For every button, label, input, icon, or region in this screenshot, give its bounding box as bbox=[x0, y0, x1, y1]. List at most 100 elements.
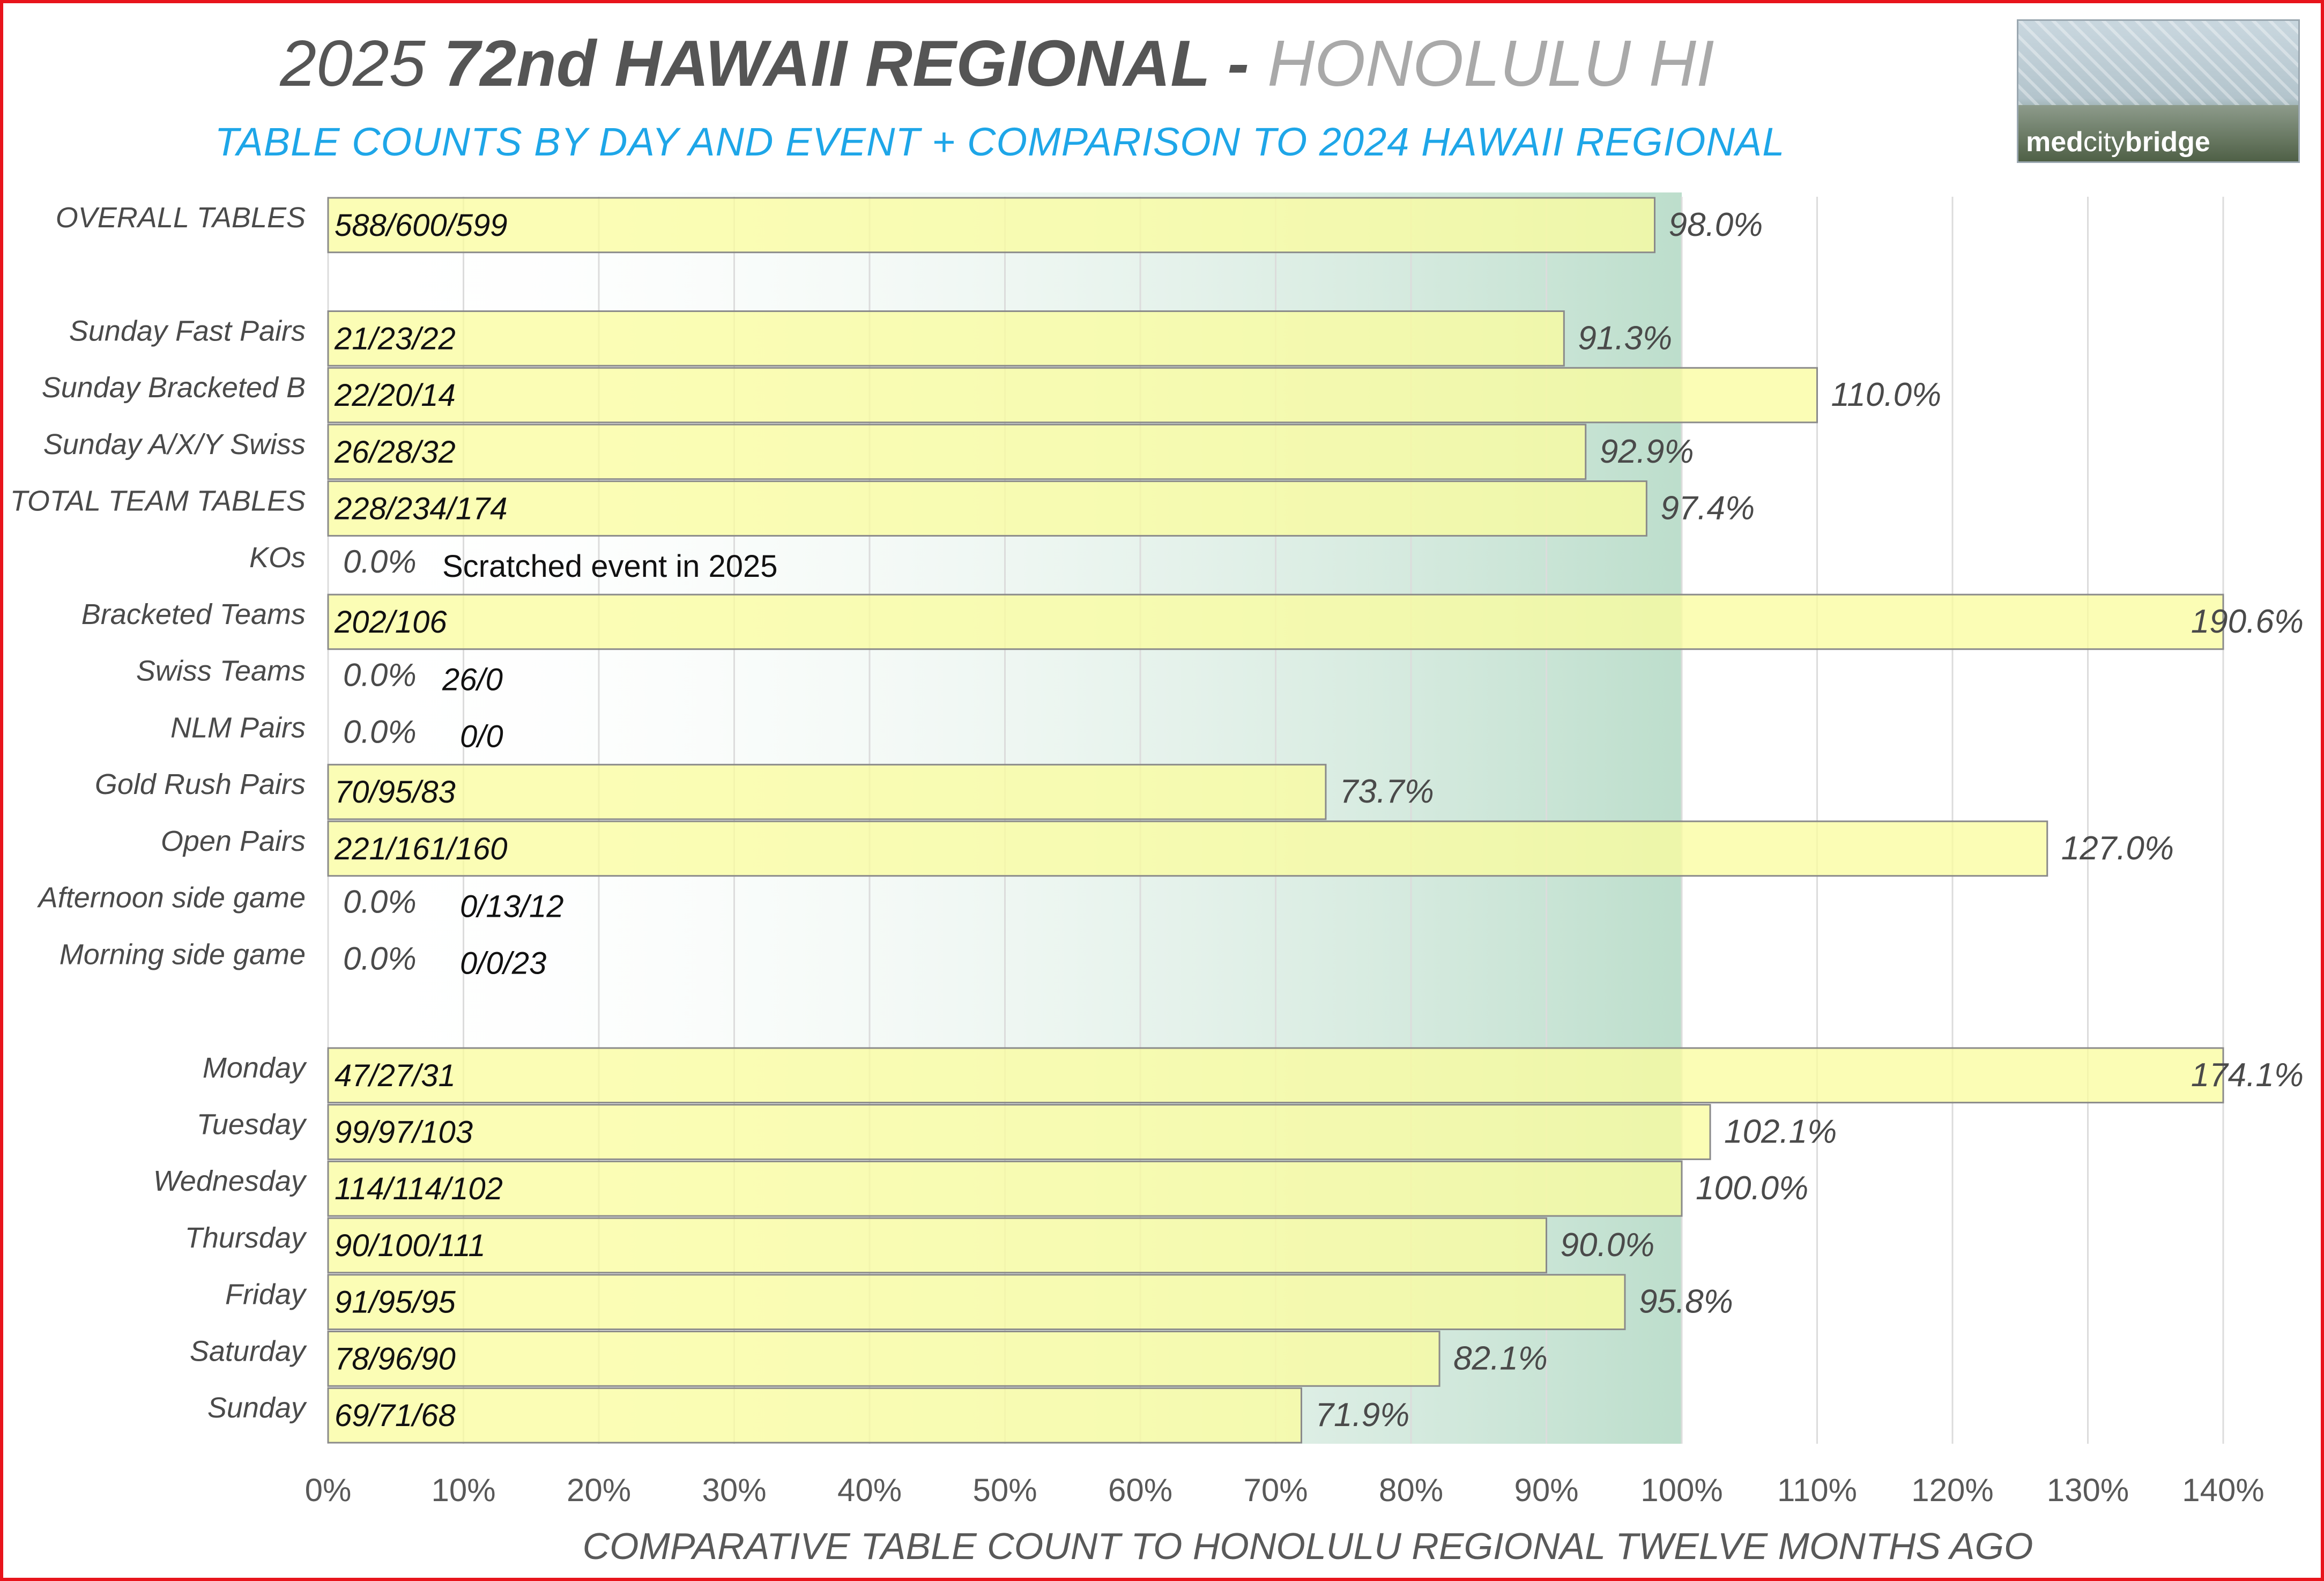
category-label: Open Pairs bbox=[161, 825, 306, 857]
x-tick-labels: 0% 10% 20% 30% 40% 50% 60% 70% 80% 90% 100% 110% 120… bbox=[305, 1472, 2264, 1508]
bar-percent-label: 0.0% bbox=[343, 657, 417, 693]
x-tick-label: 50% bbox=[972, 1472, 1037, 1508]
x-axis-label: COMPARATIVE TABLE COUNT TO HONOLULU REGI… bbox=[583, 1525, 2033, 1567]
bar bbox=[327, 310, 1565, 367]
x-tick-label: 100% bbox=[1640, 1472, 1722, 1508]
bar-count-label: 21/23/22 bbox=[334, 321, 456, 356]
bar-count-label: 202/106 bbox=[334, 605, 447, 640]
chart-title: 2025 72nd HAWAII REGIONAL - HONOLULU HI bbox=[0, 26, 1994, 101]
category-label: OVERALL TABLES bbox=[56, 202, 306, 234]
x-tick-label: 110% bbox=[1777, 1472, 1857, 1508]
medcitybridge-logo: medcitybridge bbox=[2017, 19, 2300, 163]
x-tick-label: 10% bbox=[431, 1472, 495, 1508]
bar-percent-label: 98.0% bbox=[1669, 206, 1763, 243]
bar-count-label: 114/114/102 bbox=[335, 1171, 503, 1206]
logo-text-bridge: bridge bbox=[2125, 127, 2210, 158]
category-label: Friday bbox=[225, 1279, 307, 1311]
bar bbox=[327, 1387, 1302, 1444]
bar-count-label: 26/0 bbox=[442, 663, 503, 697]
bar-count-label: 0/0/23 bbox=[460, 946, 546, 981]
category-label: Swiss Teams bbox=[136, 655, 306, 687]
bar-percent-label: 190.6% bbox=[2191, 603, 2304, 640]
bar-percent-label: 95.8% bbox=[1639, 1283, 1733, 1320]
bar-percent-label: 91.3% bbox=[1578, 320, 1672, 357]
category-label: TOTAL TEAM TABLES bbox=[10, 485, 306, 517]
bar bbox=[327, 1160, 1683, 1217]
bar-count-label: 588/600/599 bbox=[335, 208, 508, 243]
bar bbox=[327, 1274, 1626, 1331]
bar-percent-label: 174.1% bbox=[2191, 1057, 2304, 1094]
category-label: Sunday A/X/Y Swiss bbox=[43, 428, 306, 461]
category-label: Wednesday bbox=[153, 1165, 307, 1197]
bar-count-label: 0/13/12 bbox=[460, 889, 564, 924]
bar-count-label: 0/0 bbox=[460, 719, 503, 754]
logo-wordmark: medcitybridge bbox=[2026, 126, 2210, 158]
bar-count-label: 78/96/90 bbox=[335, 1341, 456, 1376]
bar-percent-label: 82.1% bbox=[1453, 1340, 1548, 1377]
x-tick-label: 0% bbox=[305, 1472, 352, 1508]
bar-percent-label: 100.0% bbox=[1696, 1170, 1808, 1207]
bar-percent-label: 0.0% bbox=[343, 884, 417, 920]
bar-count-label: 99/97/103 bbox=[335, 1115, 473, 1150]
bar-count-label: 70/95/83 bbox=[335, 775, 456, 810]
bar-percent-label: 127.0% bbox=[2061, 830, 2174, 867]
category-label: Tuesday bbox=[197, 1109, 307, 1141]
bar bbox=[327, 1104, 1711, 1160]
bar-percent-label: 90.0% bbox=[1561, 1227, 1655, 1264]
title-year: 2025 bbox=[280, 27, 426, 100]
bar bbox=[327, 1047, 2224, 1104]
bar-count-label: 91/95/95 bbox=[335, 1285, 456, 1320]
chart-subtitle: TABLE COUNTS BY DAY AND EVENT + COMPARIS… bbox=[214, 120, 1785, 164]
bar bbox=[327, 367, 1818, 424]
bar-percent-label: 97.4% bbox=[1660, 490, 1755, 527]
x-tick-label: 40% bbox=[837, 1472, 902, 1508]
x-tick-label: 30% bbox=[702, 1472, 766, 1508]
bar-count-label: 26/28/32 bbox=[334, 435, 456, 470]
bar bbox=[327, 820, 2048, 877]
bar-percent-label: 0.0% bbox=[343, 940, 417, 976]
category-label: Afternoon side game bbox=[37, 882, 306, 914]
x-tick-label: 20% bbox=[567, 1472, 631, 1508]
bar-percent-label: 0.0% bbox=[343, 714, 417, 749]
bar bbox=[327, 1331, 1441, 1387]
bar-percent-label: 73.7% bbox=[1340, 773, 1434, 810]
logo-text-med: med bbox=[2026, 127, 2083, 158]
bar-percent-label: 71.9% bbox=[1315, 1397, 1409, 1434]
category-label: Saturday bbox=[190, 1335, 307, 1367]
category-labels: OVERALL TABLES Sunday Fast Pairs Sunday Br… bbox=[10, 202, 307, 1424]
x-tick-label: 80% bbox=[1379, 1472, 1443, 1508]
category-label: Bracketed Teams bbox=[81, 598, 306, 630]
bar bbox=[327, 197, 1655, 254]
category-label: KOs bbox=[249, 541, 306, 574]
x-tick-label: 140% bbox=[2182, 1472, 2264, 1508]
category-label: Sunday Fast Pairs bbox=[69, 315, 306, 347]
bar-percent-label: 92.9% bbox=[1600, 433, 1694, 470]
bar-percent-label: 102.1% bbox=[1724, 1114, 1837, 1151]
bar bbox=[327, 424, 1587, 480]
logo-sky bbox=[2018, 21, 2298, 106]
bar-percent-label: 0.0% bbox=[343, 544, 417, 580]
bar-count-label: 69/71/68 bbox=[335, 1398, 456, 1433]
bar bbox=[327, 1217, 1547, 1274]
title-event: 72nd HAWAII REGIONAL - bbox=[443, 27, 1250, 100]
bar-count-label: 90/100/111 bbox=[335, 1228, 486, 1263]
logo-city-skyline bbox=[2018, 105, 2298, 161]
bar-count-label: 228/234/174 bbox=[334, 492, 508, 526]
bar-count-label: 22/20/14 bbox=[334, 378, 456, 413]
bar-percent-label: 110.0% bbox=[1831, 376, 1942, 413]
x-tick-label: 70% bbox=[1243, 1472, 1308, 1508]
bar-count-label: 221/161/160 bbox=[334, 832, 508, 866]
title-city: HONOLULU HI bbox=[1267, 27, 1714, 100]
x-tick-label: 60% bbox=[1108, 1472, 1172, 1508]
bar bbox=[327, 593, 2224, 650]
category-label: Monday bbox=[203, 1052, 307, 1084]
category-label: NLM Pairs bbox=[170, 711, 306, 744]
category-label: Morning side game bbox=[60, 938, 306, 970]
x-tick-label: 130% bbox=[2047, 1472, 2129, 1508]
bar-count-label: Scratched event in 2025 bbox=[442, 549, 778, 584]
bars bbox=[327, 197, 2224, 1444]
bar-count-label: 47/27/31 bbox=[335, 1058, 456, 1093]
x-tick-label: 90% bbox=[1514, 1472, 1578, 1508]
category-label: Sunday Bracketed B bbox=[42, 372, 306, 404]
